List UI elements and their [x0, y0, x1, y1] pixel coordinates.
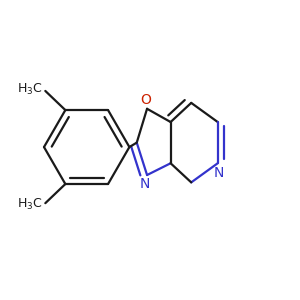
- Text: O: O: [140, 93, 151, 107]
- Text: H$_3$C: H$_3$C: [17, 82, 42, 97]
- Text: H$_3$C: H$_3$C: [17, 197, 42, 212]
- Text: N: N: [214, 166, 224, 180]
- Text: N: N: [140, 177, 150, 191]
